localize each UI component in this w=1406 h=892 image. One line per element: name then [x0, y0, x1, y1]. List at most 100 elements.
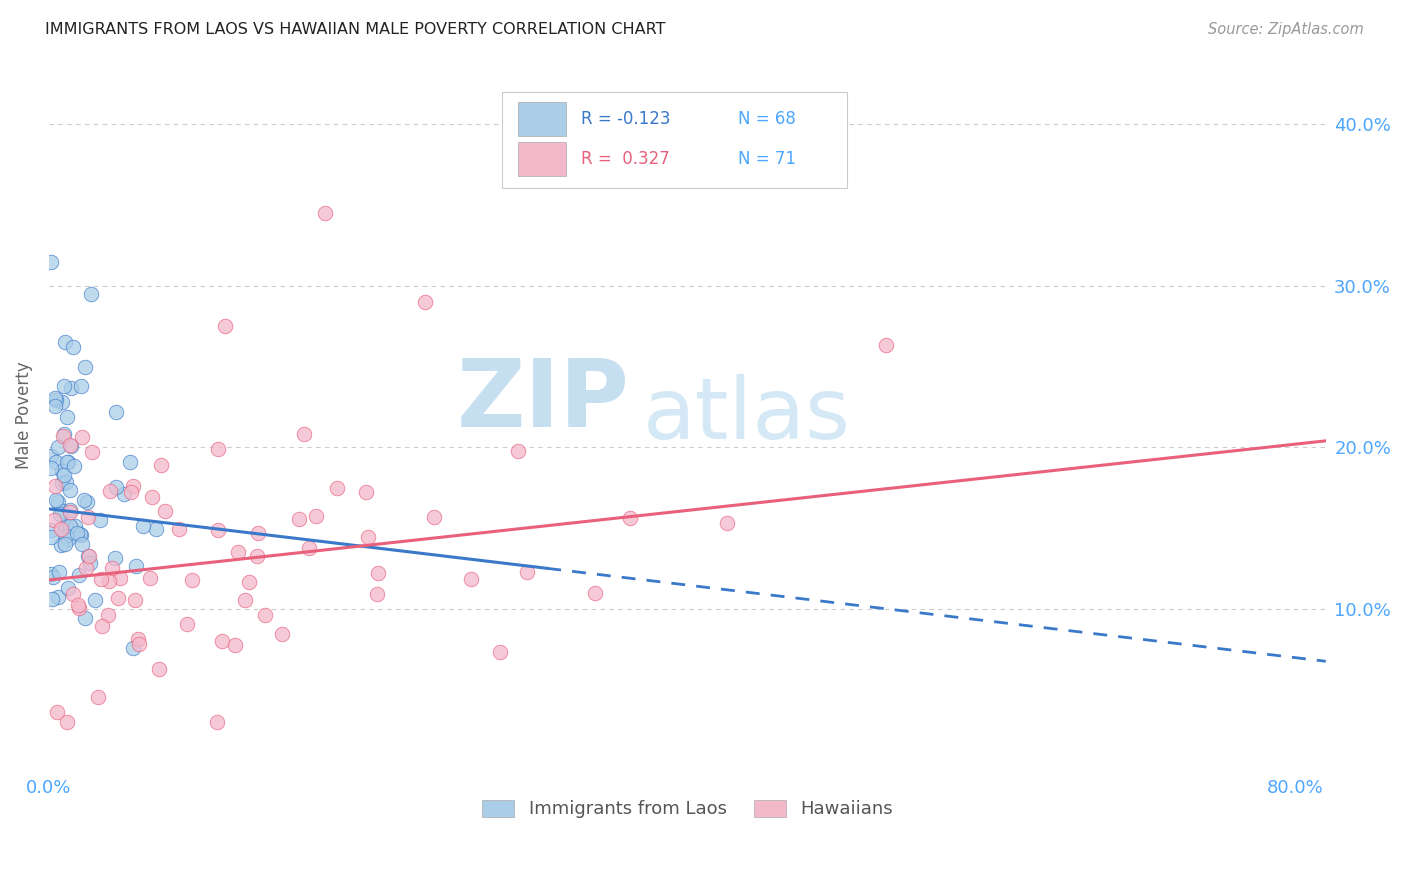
- Point: [141, 491, 163, 505]
- FancyBboxPatch shape: [517, 102, 567, 136]
- Point: [305, 509, 328, 524]
- Point: [128, 637, 150, 651]
- Point: [52, 468, 75, 483]
- Point: [287, 512, 309, 526]
- Point: [82, 445, 104, 459]
- Point: [63, 458, 86, 473]
- Point: [45, 455, 67, 469]
- Point: [314, 206, 336, 220]
- Point: [583, 586, 606, 600]
- Point: [366, 587, 388, 601]
- Point: [211, 634, 233, 648]
- Point: [125, 559, 148, 574]
- Point: [148, 662, 170, 676]
- Point: [44, 479, 66, 493]
- Point: [46, 440, 69, 454]
- Point: [325, 481, 347, 495]
- Point: [357, 530, 380, 544]
- Point: [56, 455, 79, 469]
- Point: [214, 319, 236, 334]
- Point: [45, 705, 67, 719]
- Point: [619, 510, 641, 524]
- Point: [39, 566, 62, 581]
- Point: [39, 523, 62, 537]
- Point: [67, 568, 90, 582]
- Point: [59, 502, 82, 516]
- Point: [59, 483, 82, 497]
- Point: [70, 378, 93, 392]
- Point: [145, 522, 167, 536]
- Point: [62, 587, 84, 601]
- Point: [59, 518, 82, 533]
- Point: [42, 513, 65, 527]
- Point: [60, 440, 83, 454]
- Point: [59, 506, 82, 520]
- Point: [89, 513, 111, 527]
- Point: [423, 509, 446, 524]
- Point: [122, 641, 145, 656]
- Text: N = 71: N = 71: [738, 150, 796, 169]
- Point: [90, 573, 112, 587]
- Point: [66, 526, 89, 541]
- Point: [153, 503, 176, 517]
- Text: atlas: atlas: [643, 374, 851, 457]
- Point: [224, 638, 246, 652]
- Point: [73, 359, 96, 374]
- Point: [48, 565, 70, 579]
- Point: [44, 399, 66, 413]
- Point: [77, 549, 100, 563]
- Point: [72, 537, 94, 551]
- Point: [49, 522, 72, 536]
- Point: [46, 590, 69, 604]
- Point: [45, 393, 67, 408]
- Text: R =  0.327: R = 0.327: [582, 150, 671, 169]
- Point: [176, 617, 198, 632]
- Point: [489, 644, 512, 658]
- Point: [73, 611, 96, 625]
- FancyBboxPatch shape: [502, 92, 846, 187]
- Y-axis label: Male Poverty: Male Poverty: [15, 361, 32, 469]
- Point: [69, 527, 91, 541]
- Legend: Immigrants from Laos, Hawaiians: Immigrants from Laos, Hawaiians: [474, 792, 900, 826]
- Point: [70, 430, 93, 444]
- Point: [55, 519, 77, 533]
- Point: [58, 532, 80, 546]
- Point: [69, 527, 91, 541]
- Point: [121, 479, 143, 493]
- Point: [51, 504, 73, 518]
- Point: [460, 572, 482, 586]
- Point: [80, 287, 103, 301]
- Point: [105, 480, 128, 494]
- Point: [101, 561, 124, 575]
- Point: [110, 571, 132, 585]
- Point: [298, 541, 321, 556]
- Point: [107, 591, 129, 606]
- Point: [104, 551, 127, 566]
- Point: [253, 607, 276, 622]
- Point: [120, 485, 142, 500]
- Point: [51, 538, 73, 552]
- Point: [58, 581, 80, 595]
- Point: [167, 522, 190, 536]
- Point: [72, 492, 94, 507]
- Point: [63, 519, 86, 533]
- Point: [207, 442, 229, 456]
- Point: [39, 531, 62, 545]
- Point: [56, 715, 79, 730]
- Point: [207, 715, 229, 730]
- Point: [139, 571, 162, 585]
- Point: [79, 556, 101, 570]
- Point: [39, 449, 62, 463]
- Point: [233, 593, 256, 607]
- Point: [56, 455, 79, 469]
- Point: [716, 516, 738, 531]
- Text: N = 68: N = 68: [738, 110, 796, 128]
- Point: [75, 561, 97, 575]
- Point: [516, 565, 538, 579]
- Point: [45, 493, 67, 508]
- Text: Source: ZipAtlas.com: Source: ZipAtlas.com: [1208, 22, 1364, 37]
- Point: [506, 443, 529, 458]
- Point: [105, 405, 128, 419]
- Point: [98, 574, 121, 588]
- Text: IMMIGRANTS FROM LAOS VS HAWAIIAN MALE POVERTY CORRELATION CHART: IMMIGRANTS FROM LAOS VS HAWAIIAN MALE PO…: [45, 22, 665, 37]
